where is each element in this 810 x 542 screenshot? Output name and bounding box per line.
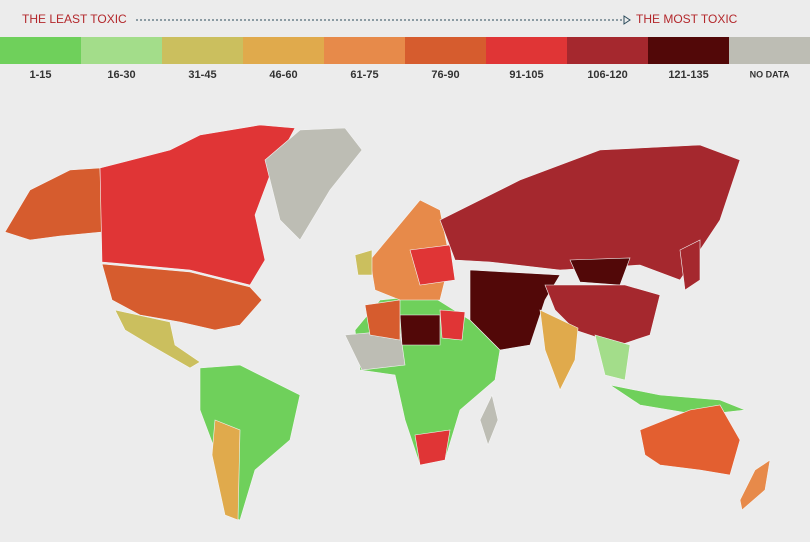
world-map: [4, 124, 771, 521]
legend-swatch: [729, 37, 810, 64]
legend-swatch: [648, 37, 729, 64]
header-left: THE LEAST TOXIC: [22, 12, 127, 26]
legend-swatch: [324, 37, 405, 64]
legend-swatch: [81, 37, 162, 64]
new-zealand: [739, 459, 771, 511]
legend-label: NO DATA: [750, 69, 790, 79]
uk-ireland: [354, 249, 373, 276]
legend-label: 61-75: [350, 69, 378, 81]
legend: 1-15 16-30 31-45 46-60 61-75 76-90 91-105 106-1…: [0, 37, 810, 81]
legend-label: 91-105: [509, 69, 543, 81]
south-africa: [414, 429, 451, 466]
mexico-central-america: [114, 309, 201, 369]
legend-swatch: [405, 37, 486, 64]
legend-label: 76-90: [431, 69, 459, 81]
legend-label: 106-120: [587, 69, 627, 81]
legend-swatch: [162, 37, 243, 64]
legend-label: 121-135: [668, 69, 708, 81]
legend-label: 16-30: [107, 69, 135, 81]
eastern-europe: [409, 244, 456, 286]
madagascar: [479, 394, 499, 446]
legend-swatch: [0, 37, 81, 64]
legend-swatch: [243, 37, 324, 64]
libya: [399, 314, 441, 346]
china: [544, 284, 661, 346]
canada: [99, 124, 296, 286]
legend-label: 46-60: [269, 69, 297, 81]
middle-east: [469, 269, 561, 351]
greenland: [264, 127, 363, 241]
argentina-chile: [211, 419, 241, 521]
japan: [679, 239, 701, 291]
usa: [101, 263, 263, 331]
legend-swatch: [567, 37, 648, 64]
arrow-head: [623, 15, 631, 25]
australia: [639, 404, 741, 476]
legend-label: 31-45: [188, 69, 216, 81]
header-right: THE MOST TOXIC: [636, 12, 738, 26]
algeria: [364, 299, 401, 341]
southeast-asia: [594, 334, 631, 381]
legend-swatch: [486, 37, 567, 64]
india: [539, 309, 579, 391]
legend-label: 1-15: [29, 69, 51, 81]
egypt: [439, 309, 466, 341]
